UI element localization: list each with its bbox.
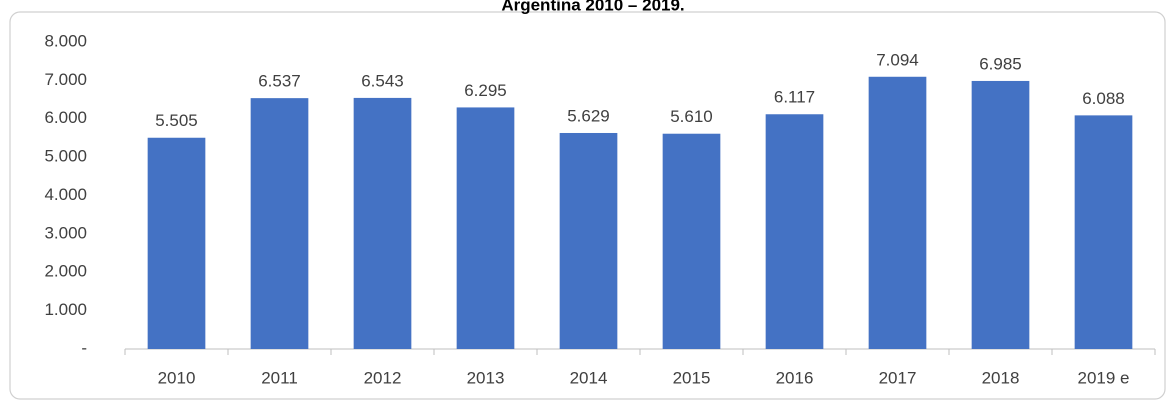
y-tick-label: 5.000: [44, 147, 87, 166]
bar: [250, 98, 309, 349]
data-label: 7.094: [876, 50, 919, 69]
y-tick-label: 2.000: [44, 262, 87, 281]
y-tick-label: 7.000: [44, 70, 87, 89]
bar: [765, 114, 824, 349]
x-tick-label: 2016: [776, 368, 814, 387]
y-tick-label: 8.000: [44, 31, 87, 50]
x-tick-label: 2011: [261, 368, 298, 387]
y-tick-label: 3.000: [44, 223, 87, 242]
x-tick-label: 2017: [879, 368, 917, 387]
bar: [559, 132, 618, 349]
x-tick-label: 2014: [570, 368, 608, 387]
x-tick-label: 2018: [982, 368, 1020, 387]
bar: [868, 76, 927, 349]
data-label: 5.629: [567, 106, 610, 125]
data-label: 5.610: [670, 107, 713, 126]
x-tick-label: 2015: [673, 368, 711, 387]
chart-title: Argentina 2010 – 2019.: [501, 0, 684, 14]
x-tick-label: 2010: [158, 368, 196, 387]
bar: [662, 133, 721, 349]
data-label: 6.985: [979, 54, 1022, 73]
data-label: 6.117: [774, 88, 815, 107]
data-label: 5.505: [155, 111, 198, 130]
y-tick-label: 1.000: [44, 300, 87, 319]
x-tick-label: 2013: [467, 368, 505, 387]
bar: [971, 80, 1030, 349]
x-tick-label: 2012: [364, 368, 402, 387]
y-tick-label: 4.000: [44, 185, 87, 204]
data-label: 6.295: [464, 81, 507, 100]
bar: [147, 137, 206, 349]
data-label: 6.088: [1082, 89, 1125, 108]
y-tick-label: -: [81, 338, 87, 357]
data-label: 6.543: [361, 71, 404, 90]
data-label: 6.537: [258, 72, 301, 91]
bar: [456, 107, 515, 349]
bar: [353, 97, 412, 349]
x-tick-label: 2019 e: [1078, 368, 1130, 387]
y-tick-label: 6.000: [44, 108, 87, 127]
bar: [1074, 115, 1133, 349]
